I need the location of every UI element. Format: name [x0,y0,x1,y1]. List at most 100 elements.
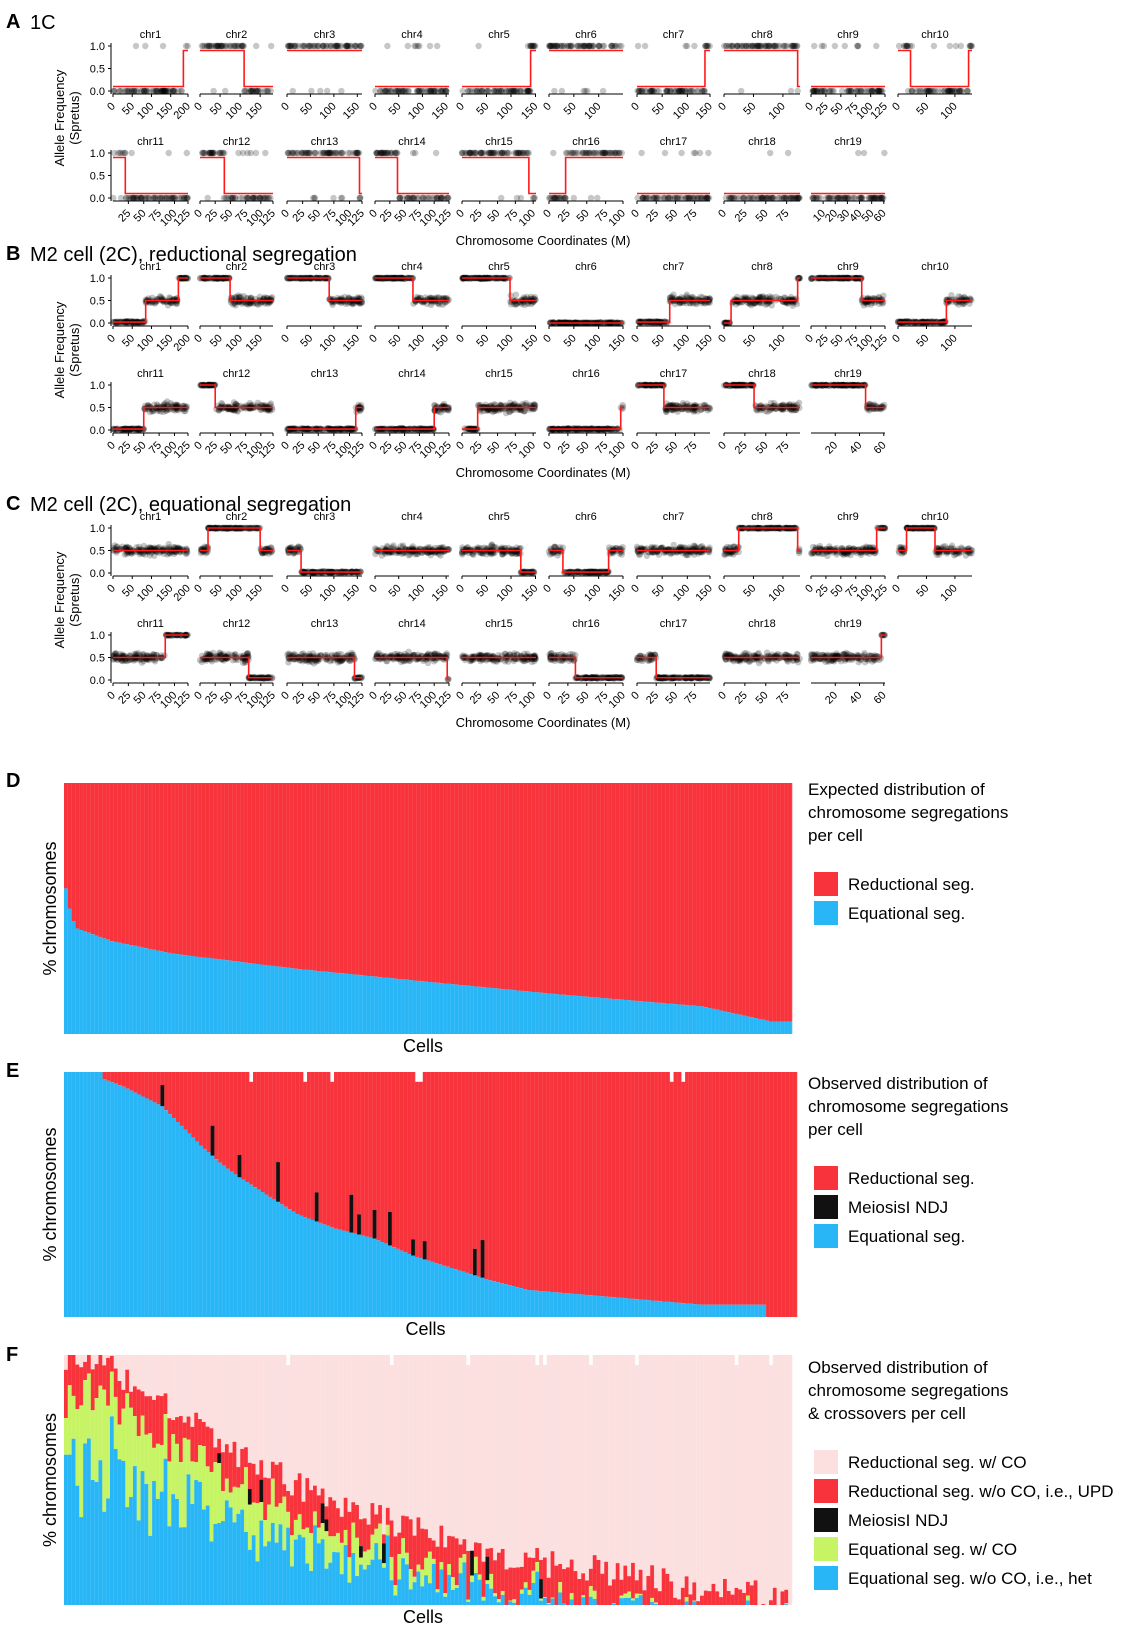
data-point [128,87,136,95]
data-point [511,87,518,95]
data-point [818,42,825,50]
data-point [484,87,491,95]
data-point [530,42,537,50]
data-point [414,194,421,202]
data-point [250,87,257,95]
data-point [264,87,271,95]
data-point [465,87,472,95]
data-point [524,87,531,95]
data-point [213,42,220,50]
data-point [585,42,592,50]
data-point [116,87,123,95]
data-point [702,42,709,50]
data-point [550,149,557,157]
x-tick-label: 200 [171,100,192,121]
data-point [404,42,411,50]
chromosome-name: chr6 [575,261,596,273]
data-point [352,149,359,157]
data-point [491,87,498,95]
x-tick-label: 0 [279,100,292,113]
x-tick-label: 0 [192,207,205,220]
data-point [841,42,848,50]
data-point [459,87,466,95]
data-point [225,42,233,50]
data-point [286,42,293,50]
data-point [860,149,868,157]
data-point [532,42,539,50]
segment-line [113,277,188,323]
chromosome-name: chr14 [398,136,426,148]
data-point [298,42,306,50]
panel-label: A [6,11,20,33]
chromosome-name: chr14 [398,368,426,380]
data-point [344,42,351,50]
x-tick-label: 0 [192,100,205,113]
data-point [705,149,712,157]
segment-line [724,49,800,88]
data-point [267,87,274,95]
data-point [235,294,242,301]
data-point [111,149,118,157]
data-point [587,42,595,50]
data-point [231,42,239,50]
data-point [161,87,168,95]
x-tick-label: 50 [650,332,667,349]
data-point [434,87,441,95]
data-point [392,87,399,95]
data-point [582,87,589,95]
data-point [476,87,483,95]
data-point [830,194,837,202]
data-point [489,149,496,157]
y-tick-label: 0.0 [90,86,105,98]
data-point [493,87,500,95]
data-point [530,42,537,50]
data-point [666,87,674,95]
data-point [547,42,555,50]
data-point [545,42,553,50]
data-point [285,42,293,50]
data-point [241,87,248,95]
x-tick-label: 25 [644,207,661,224]
x-tick-label: 125 [868,332,889,353]
data-point [683,291,691,298]
x-tick-label: 0 [279,332,292,345]
data-point [208,42,215,50]
data-point [932,87,939,95]
data-point [964,87,972,95]
data-point [143,87,150,95]
data-point [152,87,160,95]
data-point [393,149,400,157]
data-point [952,87,959,95]
data-point [608,42,615,50]
data-point [525,87,532,95]
data-point [510,87,517,95]
chromosome-name: chr15 [485,368,513,380]
data-point [347,42,354,50]
data-point [577,42,584,50]
chromosome-name: chr3 [314,261,335,273]
data-point [344,42,351,50]
data-point [663,87,671,95]
data-point [690,87,697,95]
data-point [158,87,166,95]
chromosome-name: chr6 [575,29,596,41]
data-point [127,87,134,95]
x-tick-label: 25 [644,439,661,456]
data-point [580,42,588,50]
x-tick-label: 0 [367,207,380,220]
data-point [237,42,245,50]
x-tick-label: 25 [468,207,485,224]
chromosome-name: chr13 [311,136,339,148]
data-point [177,87,185,95]
data-point [412,149,419,157]
chromosome-name: chr17 [660,368,688,380]
data-point [810,87,817,95]
data-point [166,87,173,95]
data-point [388,87,395,95]
